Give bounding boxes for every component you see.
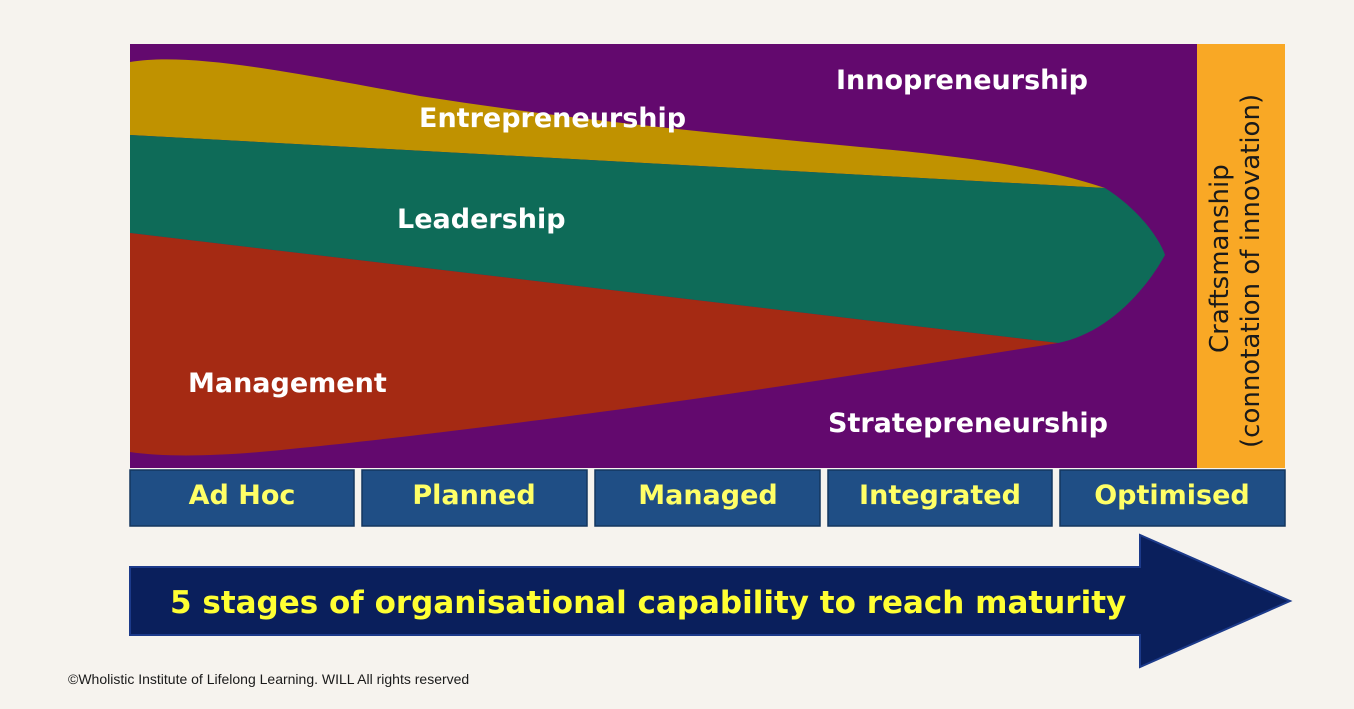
craftsmanship-connotation-label: (connotation of innovation) xyxy=(1236,94,1266,448)
craftsmanship-column xyxy=(1197,44,1285,468)
copyright-notice: ©Wholistic Institute of Lifelong Learnin… xyxy=(68,671,470,687)
stage-label: Integrated xyxy=(859,480,1021,511)
stage-box-integrated: Integrated xyxy=(827,469,1053,527)
leadership-band xyxy=(130,135,1165,343)
stage-label: Optimised xyxy=(1094,480,1250,511)
stratepreneurship-label: Stratepreneurship xyxy=(828,408,1108,439)
entrepreneurship-label: Entrepreneurship xyxy=(419,103,686,134)
management-band xyxy=(130,233,1058,456)
stage-box-optimised: Optimised xyxy=(1059,469,1286,527)
maturity-arrow xyxy=(129,533,1293,669)
leadership-label: Leadership xyxy=(397,204,566,235)
maturity-arrow-label: 5 stages of organisational capability to… xyxy=(170,585,1126,621)
management-label: Management xyxy=(188,368,387,399)
stage-label: Managed xyxy=(638,480,778,511)
stage-box-ad-hoc: Ad Hoc xyxy=(129,469,355,527)
stage-box-managed: Managed xyxy=(594,469,821,527)
entrepreneurship-band xyxy=(130,59,1105,188)
stage-label: Ad Hoc xyxy=(189,480,296,511)
innopreneurship-label: Innopreneurship xyxy=(836,65,1088,96)
stage-box-planned: Planned xyxy=(361,469,588,527)
stage-label: Planned xyxy=(412,480,535,511)
craftsmanship-label: Craftsmanship xyxy=(1205,164,1235,353)
